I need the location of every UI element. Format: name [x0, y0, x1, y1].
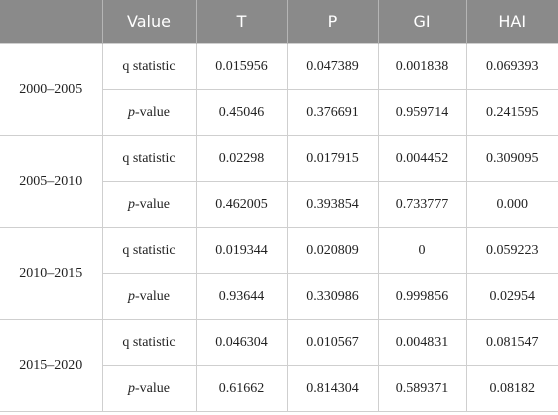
row-label-cell: q statistic: [101, 227, 197, 274]
row-label-cell: p-value: [102, 89, 197, 136]
value-cell: 0.010567: [286, 319, 379, 366]
value-cell: 0.02954: [465, 273, 558, 320]
table-row: 2000–2005 q statistic 0.015956 0.047389 0.00…: [0, 43, 558, 136]
value-cell: 0.046304: [195, 319, 288, 366]
value-cell: 0.004452: [377, 135, 467, 182]
value-cell: 0.309095: [465, 135, 558, 182]
value-cell: 0: [377, 227, 467, 274]
value-cell: 0.001838: [377, 43, 467, 90]
value-cell: 0.959714: [377, 89, 467, 136]
value-cell: 0.462005: [195, 181, 288, 228]
value-cell: 0.376691: [286, 89, 379, 136]
period-cell: 2000–2005: [0, 43, 103, 136]
period-cell: 2010–2015: [0, 227, 103, 320]
value-cell: 0.047389: [286, 43, 379, 90]
value-cell: 0.02298: [195, 135, 288, 182]
value-cell: 0.93644: [195, 273, 288, 320]
table-row: p-value 0.61662 0.814304 0.589371 0.08182: [0, 365, 558, 412]
table-row: 2015–2020 q statistic 0.046304 0.010567 0.00…: [0, 319, 558, 412]
value-cell: 0.019344: [195, 227, 288, 274]
row-label-cell: q statistic: [101, 43, 197, 90]
value-cell: 0.069393: [465, 43, 558, 90]
value-cell: 0.020809: [286, 227, 379, 274]
value-cell: 0.081547: [465, 319, 558, 366]
value-cell: 0.61662: [195, 365, 288, 412]
value-cell: 0.733777: [377, 181, 467, 228]
header-cell: P: [286, 0, 378, 44]
header-cell: HAI: [465, 0, 558, 44]
table-row: p-value 0.45046 0.376691 0.959714 0.241595: [0, 89, 558, 136]
row-label: p-value: [128, 196, 170, 212]
value-cell: 0.330986: [286, 273, 379, 320]
value-cell: 0.017915: [286, 135, 379, 182]
value-cell: 0.814304: [286, 365, 379, 412]
table-row: 2005–2010 q statistic 0.02298 0.017915 0.004…: [0, 135, 558, 228]
value-cell: 0.08182: [465, 365, 558, 412]
value-cell: 0.393854: [286, 181, 379, 228]
value-cell: 0.589371: [377, 365, 467, 412]
value-cell: 0.45046: [195, 89, 288, 136]
row-label-cell: p-value: [102, 365, 197, 412]
header-cell: GI: [377, 0, 466, 44]
row-label: q statistic: [122, 58, 176, 74]
row-label-cell: p-value: [102, 181, 197, 228]
value-cell: 0.059223: [465, 227, 558, 274]
header-cell: T: [195, 0, 287, 44]
value-cell: 0.004831: [377, 319, 467, 366]
row-label: p-value: [128, 288, 170, 304]
value-cell: 0.241595: [465, 89, 558, 136]
row-label: p-value: [128, 104, 170, 120]
row-label: q statistic: [122, 334, 176, 350]
period-cell: 2015–2020: [0, 319, 103, 412]
row-label: p-value: [128, 380, 170, 396]
row-label-cell: p-value: [102, 273, 197, 320]
table-row: 2010–2015 q statistic 0.019344 0.020809 0 0.0…: [0, 227, 558, 320]
header-row: Value T P GI HAI: [0, 0, 558, 44]
value-cell: 0.015956: [195, 43, 288, 90]
period-cell: 2005–2010: [0, 135, 103, 228]
value-cell: 0.999856: [377, 273, 467, 320]
row-label: q statistic: [122, 242, 176, 258]
row-label: q statistic: [122, 150, 176, 166]
row-label-cell: q statistic: [101, 135, 197, 182]
table-row: p-value 0.462005 0.393854 0.733777 0.000: [0, 181, 558, 228]
row-label-cell: q statistic: [101, 319, 197, 366]
value-cell: 0.000: [465, 181, 558, 228]
header-cell: [0, 0, 102, 44]
header-cell: Value: [101, 0, 196, 44]
